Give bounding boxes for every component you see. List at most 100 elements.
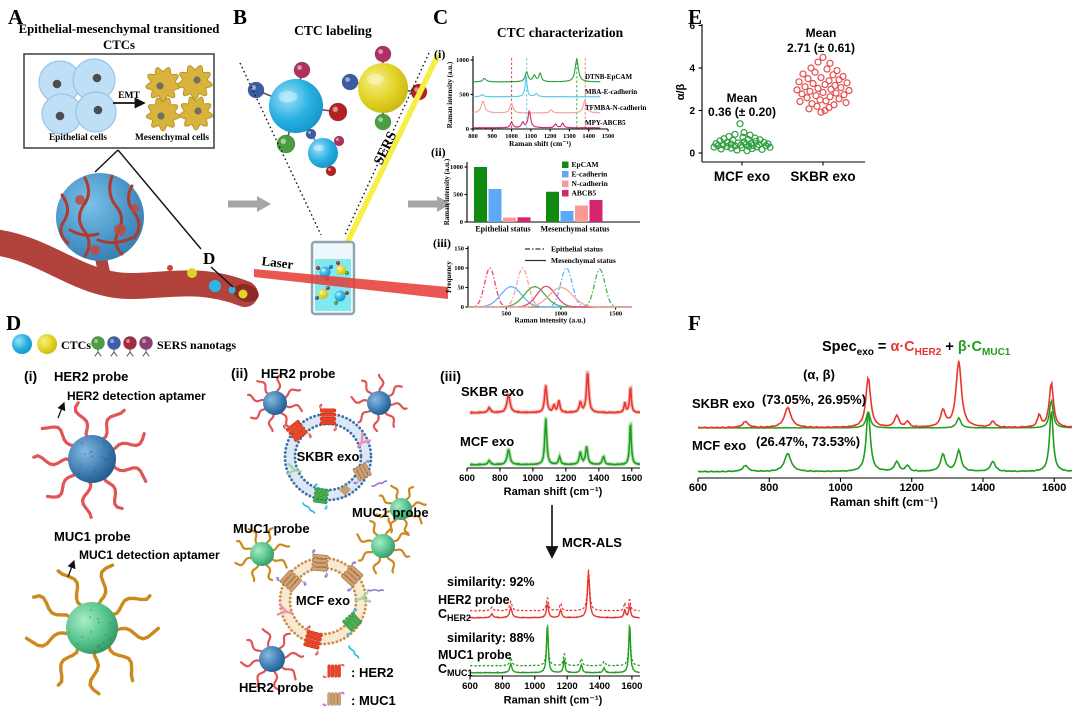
- scatter-point: [804, 75, 812, 83]
- panel-c-sub-ii: (ii): [431, 145, 446, 159]
- arrow-b-to-c: [408, 196, 451, 212]
- scatter-point: [803, 94, 811, 102]
- panel-b-title: CTC labeling: [294, 23, 372, 38]
- scatter-point: [821, 80, 829, 89]
- scatter-point: [823, 65, 831, 73]
- panel-letter-b: B: [233, 5, 247, 29]
- muc1-probe-label-i: MUC1 probe: [54, 529, 131, 544]
- panel-d-exosome-art: [234, 373, 427, 707]
- emt-box: [23, 53, 215, 149]
- chart-text: 0: [689, 149, 695, 160]
- c-muc1-label: CMUC1: [438, 662, 473, 678]
- scatter-point: [758, 145, 766, 153]
- ctcs-legend-label: CTCs: [61, 338, 91, 352]
- pointer-line-right: [117, 149, 202, 250]
- chart-text: 1400: [971, 482, 995, 494]
- e-xtick-mcf: MCF exo: [714, 169, 770, 184]
- chart-text: 1000: [456, 57, 469, 64]
- chart-text: 1000: [554, 311, 567, 318]
- chart-text: 2: [689, 106, 695, 117]
- chart-text: 1200: [544, 133, 557, 140]
- antibody-icon: [356, 432, 372, 449]
- legend-entry: MPY-ABCB5: [585, 119, 626, 127]
- scatter-point: [740, 129, 748, 137]
- scatter-point: [825, 77, 833, 85]
- bar: [575, 205, 588, 222]
- panel-letter-a: A: [8, 5, 24, 29]
- scatter-point: [817, 108, 825, 116]
- panel-letter-d: D: [6, 311, 21, 335]
- chart-ctc-spectra: 0 500 1000 800 900 1000 1100 1200 1300 1400 1500 Ra…: [446, 56, 647, 148]
- scatter-point: [733, 146, 741, 154]
- scatter-point: [793, 86, 801, 94]
- bar: [560, 211, 574, 222]
- panel-a-art: [0, 58, 259, 307]
- chart-text: 1000: [522, 473, 543, 484]
- scatter-point: [821, 106, 829, 115]
- her2-probe-label-ii-bottom: HER2 probe: [239, 680, 313, 695]
- scatter-point: [813, 102, 821, 110]
- panel-d-sub-i: (i): [24, 368, 37, 384]
- scatter-point: [807, 64, 815, 72]
- panel-a-title-line2: CTCs: [103, 38, 135, 52]
- scatter-point: [826, 93, 834, 101]
- scatter-point: [731, 142, 739, 150]
- scatter-point: [816, 96, 824, 104]
- scatter-point: [795, 78, 803, 86]
- legend-entry: Epithelial status: [551, 245, 603, 254]
- scatter-point: [719, 141, 727, 149]
- chart-text: 1000: [524, 681, 545, 692]
- antibody-icon: [355, 590, 372, 603]
- muc1-probe-label-iii: MUC1 probe: [438, 648, 512, 662]
- chart-text: 600: [462, 681, 478, 692]
- chart-text: 4: [689, 64, 695, 75]
- legend-entry: Mesenchymal status: [551, 256, 616, 265]
- x-axis-label: Raman shift (cm⁻¹): [504, 695, 603, 707]
- bar: [546, 191, 559, 222]
- series-label: MCF exo: [460, 434, 514, 449]
- chart-text: 800: [468, 133, 477, 140]
- protein-barrel: [311, 549, 329, 578]
- chart-text: 1100: [525, 133, 537, 140]
- chart-text: 600: [459, 473, 475, 484]
- chart-text: 800: [760, 482, 778, 494]
- chart-text: 1400: [588, 473, 609, 484]
- chart-text: 1500: [609, 311, 622, 318]
- her2-probe-label-i: HER2 probe: [54, 369, 128, 384]
- mcf-exo-label: MCF exo: [296, 593, 350, 608]
- panel-d-sub-ii: (ii): [231, 365, 248, 381]
- chart-text: 50: [458, 285, 465, 292]
- sers-beam: [344, 54, 440, 246]
- probe-sphere: [259, 646, 285, 672]
- legend-entry: E-cadherin: [572, 170, 609, 179]
- chart-frequency: 0 50 100 150 500 1000 1500 Raman intensity (a.u…: [445, 245, 632, 325]
- panel-d-sub-iii: (iii): [440, 368, 461, 384]
- chart-text: 0: [460, 219, 463, 226]
- epithelial-cells-label: Epithelial cells: [49, 133, 107, 143]
- probe-sphere: [263, 391, 287, 415]
- muc1-aptamer-label: MUC1 detection aptamer: [79, 548, 220, 562]
- chart-text: 0: [461, 304, 464, 311]
- f-mcf-label: MCF exo: [692, 438, 746, 453]
- chart-text: 100: [454, 265, 464, 272]
- panel-a-title-line1: Epithelial-mesenchymal transitioned: [19, 22, 220, 36]
- scatter-point: [798, 90, 806, 98]
- her2-probe-label-iii: HER2 probe: [438, 593, 510, 607]
- bar: [589, 200, 603, 222]
- chart-text: 1600: [1042, 482, 1066, 494]
- scatter-point: [811, 68, 819, 76]
- chart-text: 800: [494, 681, 510, 692]
- f-skbr-values: (73.05%, 26.95%): [762, 392, 866, 407]
- decomposition-formula: Specexo = α·CHER2 + β·CMUC1: [822, 339, 1011, 358]
- similarity-muc1: similarity: 88%: [447, 631, 535, 645]
- panel-letter-e: E: [688, 5, 702, 29]
- chart-text: 1500: [602, 133, 615, 140]
- panel-letter-f: F: [688, 311, 701, 335]
- legend-entry: TFMBA-N-cadherin: [585, 104, 647, 112]
- scatter-point: [801, 83, 809, 91]
- x-axis-label: Raman shift (cm⁻¹): [830, 495, 938, 509]
- protein-barrel: [322, 691, 345, 707]
- nanotags-legend-label: SERS nanotags: [157, 338, 236, 352]
- mesenchymal-cells-label: Mesenchymal cells: [135, 133, 209, 143]
- scatter-point: [731, 130, 739, 138]
